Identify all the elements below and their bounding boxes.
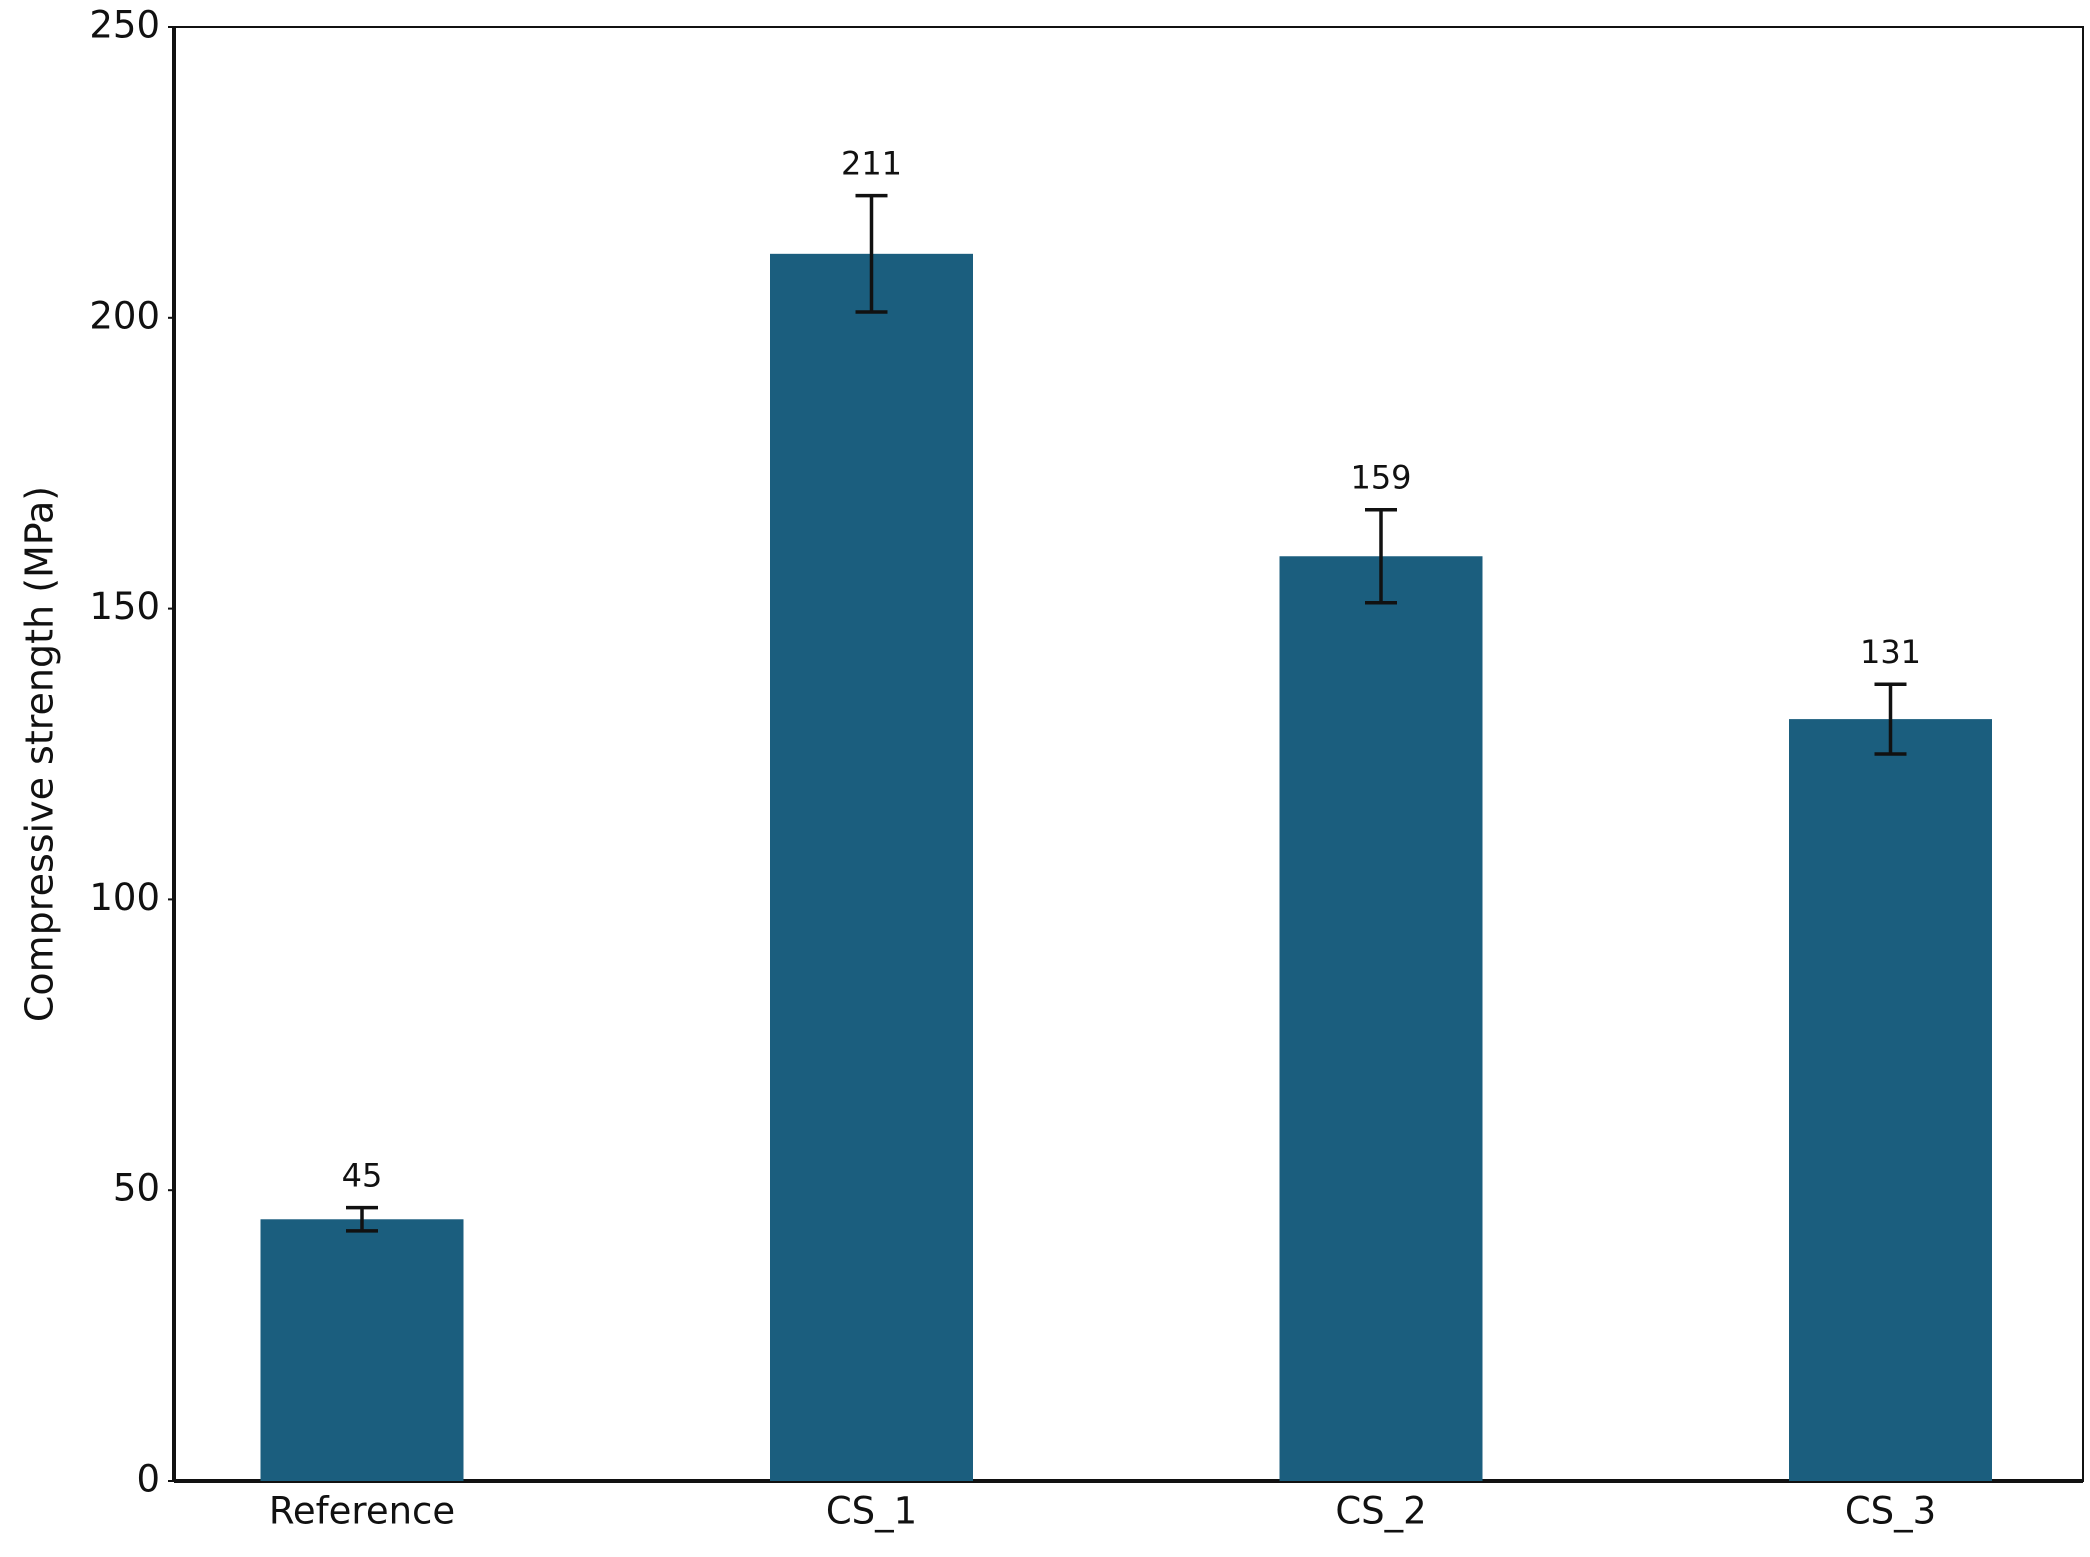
- error-bar: [1365, 507, 1397, 605]
- y-tick-label: 250: [89, 4, 160, 47]
- x-tick-label: CS_3: [1845, 1490, 1936, 1533]
- error-bar: [346, 1205, 378, 1233]
- bar: [1279, 556, 1483, 1481]
- value-label: 159: [1350, 459, 1411, 497]
- y-tick-label: 100: [89, 876, 160, 919]
- y-axis-label: Compressive strength (MPa): [18, 486, 62, 1022]
- x-tick-label: Reference: [269, 1490, 455, 1533]
- y-tick-label: 0: [136, 1458, 160, 1501]
- value-label: 131: [1860, 633, 1921, 671]
- x-tick-label: CS_2: [1335, 1490, 1426, 1533]
- y-tick-label: 150: [89, 585, 160, 628]
- error-bar: [855, 193, 888, 314]
- value-label: 211: [841, 145, 902, 183]
- value-label: 45: [342, 1157, 383, 1195]
- bar: [1789, 719, 1992, 1481]
- x-tick-label: CS_1: [826, 1490, 917, 1533]
- y-tick-label: 50: [113, 1167, 160, 1210]
- bar: [770, 253, 973, 1482]
- y-tick-label: 200: [89, 294, 160, 337]
- error-bar: [1874, 682, 1907, 756]
- bar: [260, 1219, 464, 1481]
